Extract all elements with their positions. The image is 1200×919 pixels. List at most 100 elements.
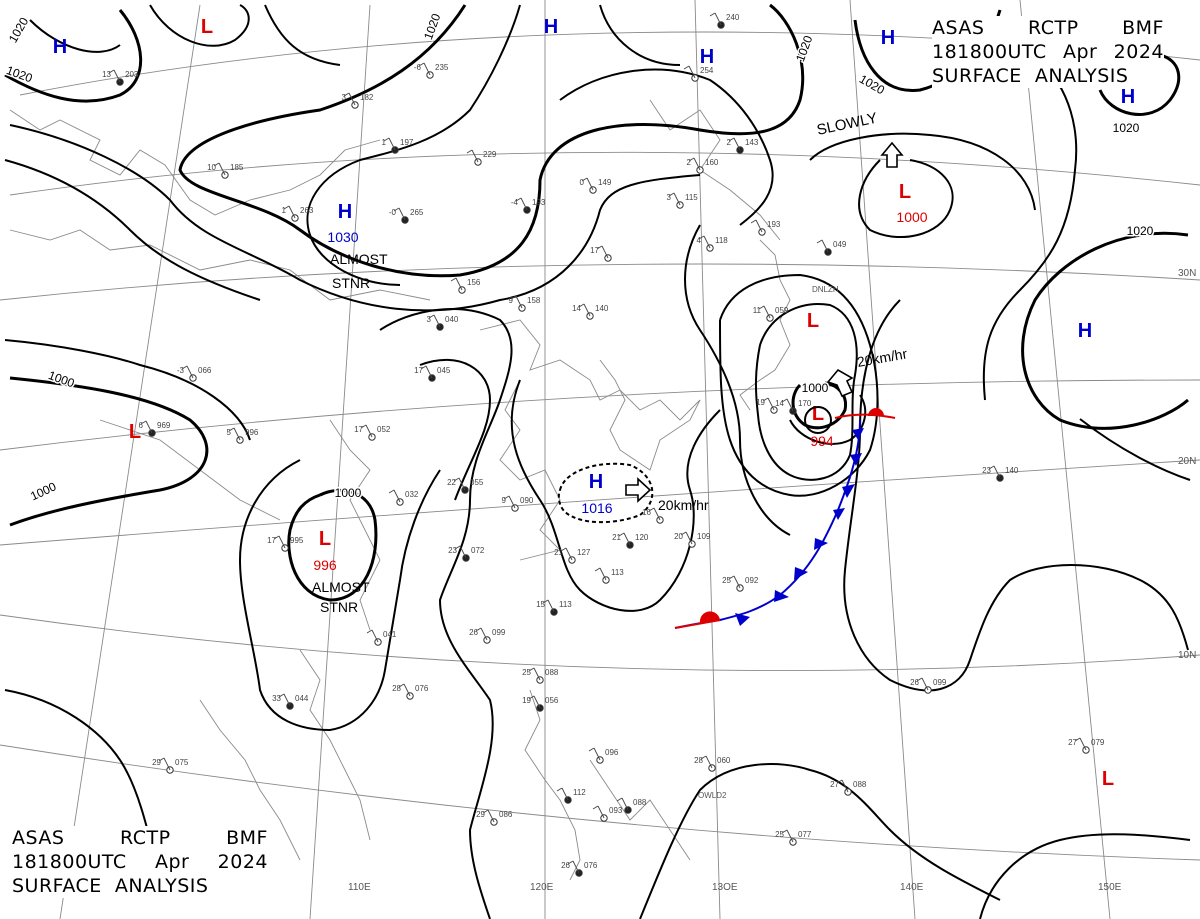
longitude-label: 13OE [712, 882, 738, 893]
office-code: BMF [226, 827, 268, 849]
station-temperature: -0 [389, 208, 397, 217]
wind-barb-icon [515, 295, 523, 309]
isobars [4, 3, 1191, 919]
station-plot: -0 265 [389, 207, 424, 224]
wind-barb-flag-icon [278, 693, 285, 698]
product-code: ASAS [932, 17, 985, 39]
wind-barb-icon [763, 305, 771, 319]
station-plot: 23 072 [448, 545, 485, 562]
station-pressure: 995 [290, 536, 304, 545]
station-plot: 240 [709, 12, 740, 29]
station-temperature: -3 [177, 366, 185, 375]
wind-barb-icon [471, 149, 479, 163]
fronts [674, 408, 896, 629]
wind-barb-icon [767, 397, 775, 411]
map-annotation: ALMOST [312, 579, 370, 595]
station-plot: 19 056 [522, 695, 559, 712]
station-pressure: 088 [853, 780, 867, 789]
wind-barb-flag-icon [581, 177, 588, 182]
wind-barb-icon [348, 92, 356, 106]
station-plot: 15 113 [536, 599, 572, 616]
wind-barb-flag-icon [762, 397, 769, 402]
wind-barb-flag-icon [453, 477, 460, 482]
station-pressure: 072 [471, 546, 485, 555]
station-plot: 26 099 [469, 627, 506, 644]
wind-barb-flag-icon [758, 305, 765, 310]
station-pressure: 263 [300, 206, 314, 215]
wind-barb-flag-icon [556, 787, 563, 792]
station-temperature: 17 [590, 246, 599, 255]
station-temperature: 5 [227, 428, 232, 437]
station-pressure: 193 [767, 220, 781, 229]
station-plot: 17 [590, 245, 612, 262]
wind-barb-flag-icon [700, 755, 707, 760]
wind-barb-flag-icon [510, 295, 517, 300]
wind-barb-icon [733, 137, 741, 151]
station-plot: 11 059 [753, 305, 789, 322]
wind-barb-icon [565, 547, 573, 561]
station-plot: 21 127 [554, 547, 591, 564]
wind-barb-flag-icon [560, 547, 567, 552]
station-plot: 16 [642, 507, 664, 524]
station-temperature: 17 [354, 425, 363, 434]
warm-front-bumps [699, 408, 884, 623]
wind-barb-icon [145, 420, 153, 434]
station-temperature: 26 [561, 861, 570, 870]
year: 2024 [217, 851, 268, 873]
station-temperature: 29 [152, 758, 161, 767]
wind-barb-icon [688, 65, 696, 79]
station-plot: 1 263 [282, 205, 314, 222]
month: Apr [1062, 41, 1098, 63]
station-pressure: 076 [584, 861, 598, 870]
wind-barb-icon [283, 693, 291, 707]
wind-barb-icon [841, 779, 849, 793]
station-pressure: 160 [705, 158, 719, 167]
wind-barb-icon [583, 303, 591, 317]
wind-barb-icon [685, 531, 693, 545]
chart-title-top: ASAS RCTP BMF 181800UTC Apr 2024 SURFACE… [932, 16, 1164, 88]
pressure-center-high-icon: H [1121, 86, 1135, 108]
station-pressure: 240 [726, 13, 740, 22]
station-pressure: 109 [697, 532, 711, 541]
wind-barb-icon [673, 192, 681, 206]
station-pressure: 099 [933, 678, 947, 687]
station-temperature: 25 [522, 668, 531, 677]
wind-barb-icon [599, 567, 607, 581]
station-plot: 2 160 [687, 157, 719, 174]
wind-barb-flag-icon [343, 92, 350, 97]
grid-label-layer: 110E 120E 13OE 140E 150E 30N 20N 10N [348, 268, 1196, 893]
pressure-center-low-icon: L [1102, 768, 1114, 790]
station-plot: 25 077 [775, 829, 812, 846]
wind-barb-flag-icon [594, 567, 601, 572]
station-plot: 0 149 [580, 177, 612, 194]
wind-barb-icon [597, 805, 605, 819]
pressure-center-low-icon: L [812, 403, 824, 425]
chart-name: SURFACE ANALYSIS [932, 65, 1129, 87]
station-temperature: 25 [722, 576, 731, 585]
central-pressure-value: 996 [313, 557, 337, 573]
station-temperature: 19 [756, 398, 765, 407]
wind-barb-icon [455, 277, 463, 291]
wind-barb-icon [403, 683, 411, 697]
station-plot: 112 [556, 787, 586, 804]
station-plot: 3 115 [667, 192, 698, 209]
station-plot: 093 [592, 805, 623, 822]
station-pressure: 092 [745, 576, 759, 585]
station-plot: 14 140 [572, 303, 609, 320]
wind-barb-flag-icon [454, 545, 461, 550]
pressure-center-low-icon: L [807, 310, 819, 332]
cold-front-triangles [735, 428, 864, 626]
station-pressure: 143 [745, 138, 759, 147]
station-plot: 5 996 [227, 427, 259, 444]
wind-barb-flag-icon [709, 12, 716, 17]
wind-barb-icon [278, 535, 286, 549]
station-pressure: 120 [635, 533, 649, 542]
wind-barb-icon [586, 177, 594, 191]
product-line: ASAS RCTP BMF [932, 16, 1164, 40]
station-temperature: 25 [775, 830, 784, 839]
wind-barb-icon [163, 757, 171, 771]
station-temperature: 2 [687, 158, 692, 167]
station-pressure: 265 [410, 208, 424, 217]
station-pressure: 088 [633, 798, 647, 807]
